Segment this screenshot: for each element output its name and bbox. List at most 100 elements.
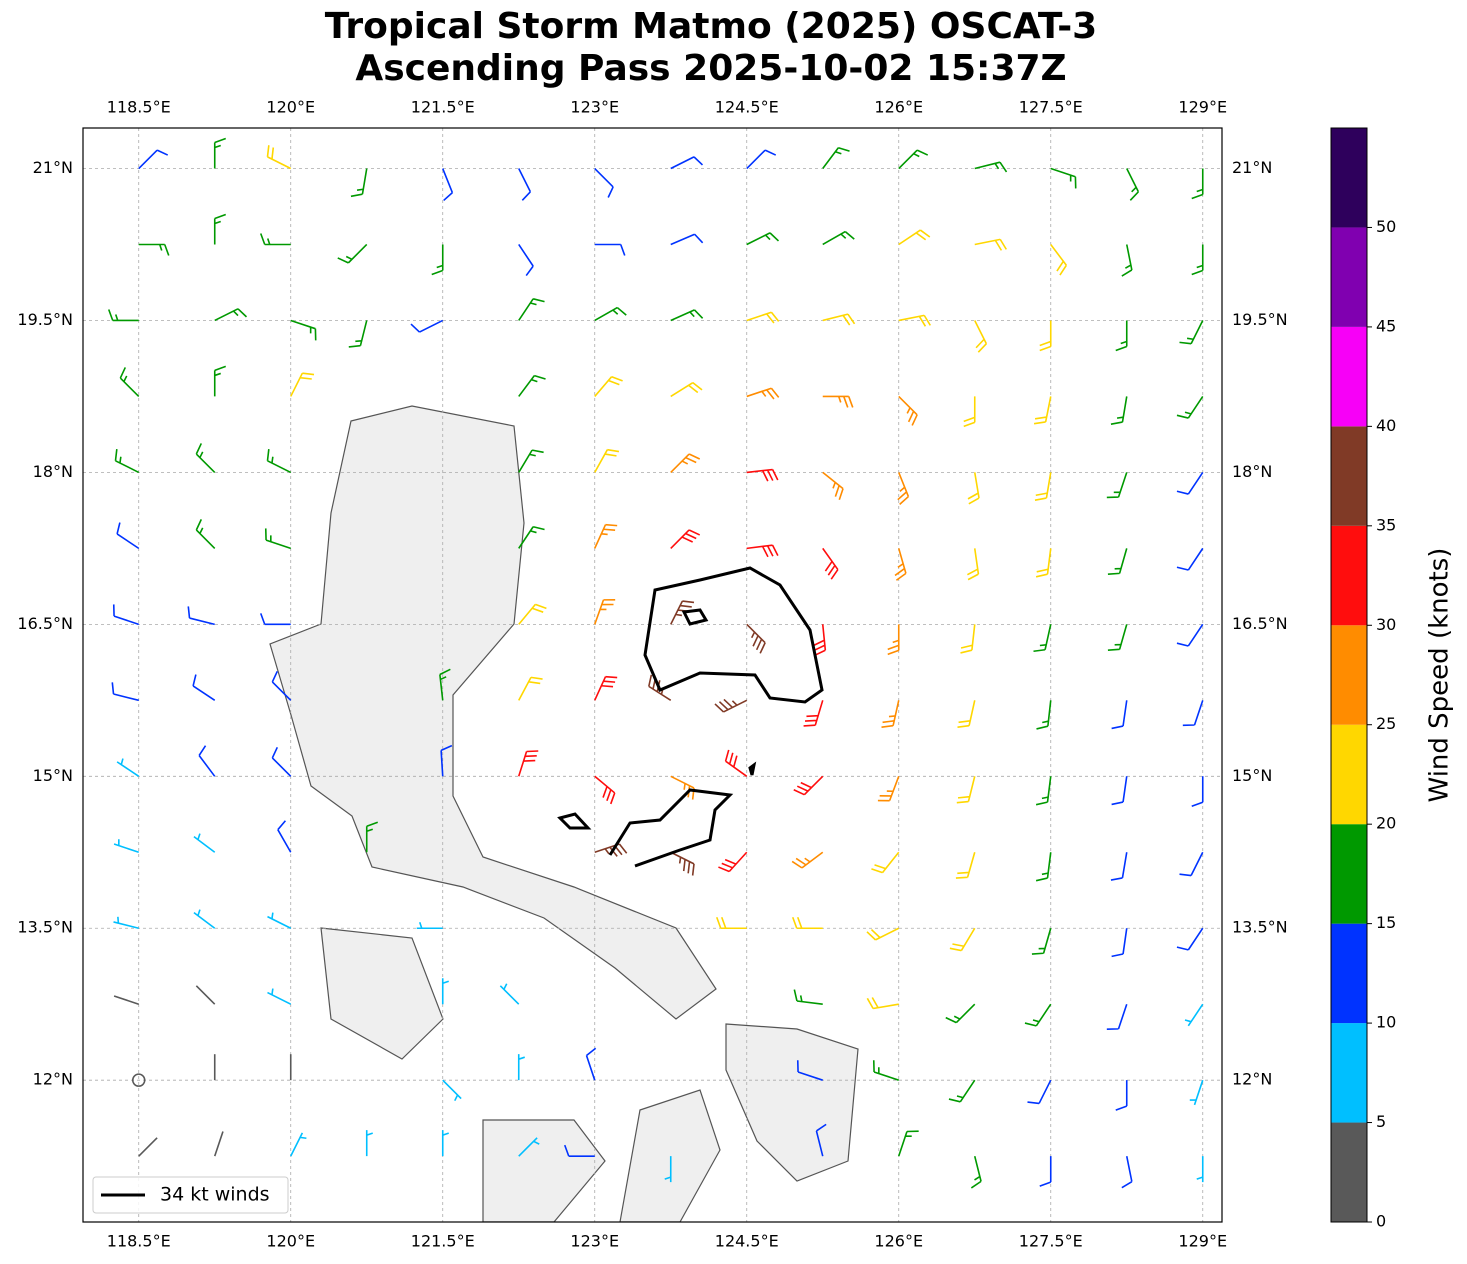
wind-barb <box>594 448 620 473</box>
wind-barb <box>945 1003 976 1024</box>
wind-barb <box>1107 624 1128 651</box>
wind-barb <box>1176 395 1204 419</box>
y-tick-label: 18°N <box>33 462 73 481</box>
colorbar-frame <box>1330 127 1368 1223</box>
wind-barb <box>187 606 215 626</box>
wind-barb <box>111 682 139 702</box>
wind-barb <box>948 1079 976 1103</box>
wind-barb <box>192 674 216 701</box>
x-tick-label: 118.5°E <box>107 1232 171 1251</box>
wind-barb <box>963 396 976 428</box>
wind-barb <box>724 749 748 777</box>
wind-barb <box>517 750 539 777</box>
wind-barb <box>214 308 248 322</box>
wind-barb <box>822 313 856 326</box>
wind-barb <box>138 149 169 170</box>
wind-barb <box>594 375 623 397</box>
wind-barb <box>1039 1156 1052 1187</box>
wind-barb <box>746 623 766 654</box>
y-tick-label: 12°N <box>1232 1070 1272 1089</box>
wind-barb <box>746 387 780 400</box>
x-tick-label: 120°E <box>266 98 315 117</box>
wind-barb <box>670 775 695 800</box>
wind-barb <box>594 243 626 256</box>
wind-barb <box>594 306 627 322</box>
barbs <box>107 137 1204 1189</box>
wind-barb <box>974 238 1008 251</box>
wind-barb <box>563 1144 595 1157</box>
wind-barb <box>1027 1079 1052 1105</box>
wind-barb <box>518 374 546 397</box>
legend: 34 kt winds <box>92 1176 289 1214</box>
wind-barb <box>518 1137 540 1157</box>
y-tick-label: 18°N <box>1232 462 1272 481</box>
wind-barb <box>872 1060 899 1081</box>
wind-barb <box>113 995 139 1005</box>
wind-barb <box>746 149 777 170</box>
wind-barb <box>746 311 780 324</box>
wind-barb <box>1033 396 1052 425</box>
x-tick-label: 127.5°E <box>1019 98 1083 117</box>
wind-barb <box>1179 851 1204 877</box>
wind-barb <box>664 1156 672 1183</box>
wind-barb <box>822 230 855 246</box>
wind-barb <box>1121 244 1133 277</box>
wind-barb <box>1176 927 1204 951</box>
wind-barb <box>793 775 824 796</box>
colorbar-tick-label: 40 <box>1376 416 1396 435</box>
wind-barb <box>822 146 850 169</box>
legend-label: 34 kt winds <box>160 1184 270 1206</box>
wind-barb <box>791 851 824 869</box>
wind-barb <box>1191 168 1204 200</box>
wind-barb <box>1176 471 1204 495</box>
wind-barb <box>213 365 227 397</box>
wind-barb <box>441 168 454 202</box>
colorbar-tick-label: 5 <box>1376 1112 1386 1131</box>
colorbar-swatch <box>1331 128 1367 228</box>
wind-barb <box>119 367 140 398</box>
wind-barb <box>431 244 444 276</box>
wind-barb <box>138 243 170 256</box>
title-line: Ascending Pass 2025-10-02 15:37Z <box>355 48 1066 89</box>
wind-barb <box>518 168 532 201</box>
wind-barb <box>1033 624 1052 653</box>
wind-barb <box>1039 320 1052 352</box>
colorbar-tick-label: 45 <box>1376 316 1396 335</box>
calm-marker <box>131 1073 146 1087</box>
wind-barb <box>1115 1080 1128 1111</box>
map-frame <box>82 127 1223 1223</box>
land <box>269 405 859 1222</box>
wind-barb <box>440 744 453 777</box>
wind-barb <box>813 624 827 657</box>
wind-barb <box>897 1130 919 1157</box>
wind-barb <box>1107 548 1128 576</box>
colorbar-tick-label: 0 <box>1376 1212 1386 1231</box>
colorbar-tick-label: 10 <box>1376 1013 1396 1032</box>
wind-barb <box>1035 548 1052 578</box>
wind-barb <box>1035 776 1052 806</box>
wind-barb <box>1184 1003 1204 1027</box>
wind-barb <box>1111 700 1128 730</box>
x-tick-label: 127.5°E <box>1019 1232 1083 1251</box>
wind-barb <box>1035 852 1052 882</box>
wind-barb <box>213 137 227 169</box>
x-tick-label: 121.5°E <box>411 1232 475 1251</box>
wind-barb <box>138 1137 158 1157</box>
title-line: Tropical Storm Matmo (2025) OSCAT-3 <box>325 6 1097 47</box>
wind-barb <box>1191 244 1204 276</box>
x-tick-label: 126°E <box>874 98 923 117</box>
wind-barb <box>877 776 900 802</box>
wind-barb <box>1126 168 1140 201</box>
colorbar-swatch <box>1331 1122 1367 1222</box>
x-tick-label: 126°E <box>874 1232 923 1251</box>
wind-barb <box>670 529 701 549</box>
wind-barb <box>957 700 976 729</box>
wind-barb <box>271 670 292 701</box>
wind-barb <box>195 443 216 473</box>
wind-barb <box>348 320 368 348</box>
wind-barb <box>949 927 976 952</box>
wind-barb <box>803 700 824 727</box>
wind-barb <box>517 1054 525 1081</box>
wind-barb <box>195 519 216 549</box>
wind-barb <box>410 319 444 333</box>
